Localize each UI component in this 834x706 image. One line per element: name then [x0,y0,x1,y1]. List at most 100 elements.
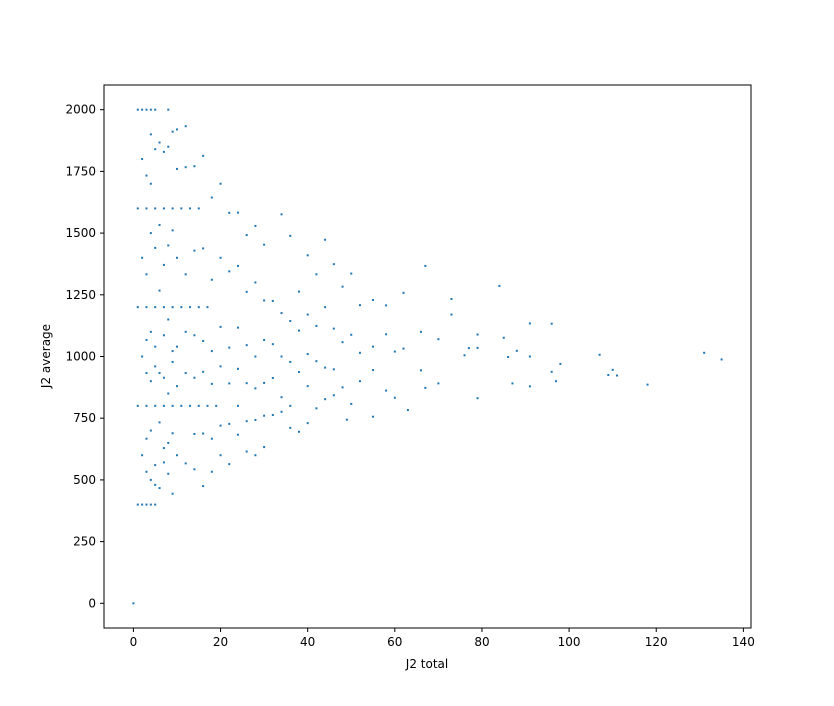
x-tick-label: 80 [474,635,489,649]
point [372,369,375,372]
point [175,454,178,457]
point [511,382,514,385]
point [646,383,649,386]
point [306,313,309,316]
point [193,468,196,471]
point [149,503,152,506]
point [358,351,361,354]
point [350,272,353,275]
point [167,244,170,247]
x-tick-label: 0 [130,635,138,649]
point [162,306,165,309]
point [280,312,283,315]
point [193,249,196,252]
x-tick-label: 40 [300,635,315,649]
point [358,304,361,307]
point [210,382,213,385]
point [498,284,501,287]
point [215,404,218,407]
point [450,313,453,316]
point [437,382,440,385]
point [210,196,213,199]
point [306,353,309,356]
point [145,273,148,276]
point [202,339,205,342]
point [210,278,213,281]
point [210,350,213,353]
point [154,404,157,407]
point [141,108,144,111]
plot-frame [103,84,752,629]
point [184,462,187,465]
point [132,602,135,605]
point [228,211,231,214]
point [154,365,157,368]
point [555,380,558,383]
point [254,224,257,227]
point [202,432,205,435]
point [136,404,139,407]
point [154,108,157,111]
point [607,374,610,377]
point [171,229,174,232]
point [171,404,174,407]
point [476,346,479,349]
point [315,324,318,327]
point [141,256,144,259]
point [171,350,174,353]
y-tick-label: 750 [73,411,96,425]
point [254,454,257,457]
point [149,133,152,136]
point [289,426,292,429]
point [158,487,161,490]
point [175,385,178,388]
point [424,386,427,389]
point [419,369,422,372]
point [271,343,274,346]
point [315,273,318,276]
y-tick-label: 500 [73,473,96,487]
point [236,264,239,267]
point [175,345,178,348]
point [162,461,165,464]
point [419,330,422,333]
point [162,334,165,337]
point [149,108,152,111]
point [171,130,174,133]
point [289,404,292,407]
point [141,454,144,457]
point [271,413,274,416]
point [167,108,170,111]
point [149,330,152,333]
point [162,207,165,210]
point [228,422,231,425]
point [720,358,723,361]
point [341,386,344,389]
point [184,166,187,169]
point [263,381,266,384]
point [149,182,152,185]
point [315,360,318,363]
point [372,345,375,348]
point [332,263,335,266]
point [280,410,283,413]
point [171,432,174,435]
point [180,207,183,210]
point [162,404,165,407]
point [385,333,388,336]
point [463,354,466,357]
point [372,415,375,418]
point [184,330,187,333]
point [158,223,161,226]
point [162,447,165,450]
point [145,503,148,506]
point [385,389,388,392]
point [385,304,388,307]
point [141,158,144,161]
point [210,470,213,473]
point [280,213,283,216]
point [167,392,170,395]
point [228,346,231,349]
point [324,306,327,309]
